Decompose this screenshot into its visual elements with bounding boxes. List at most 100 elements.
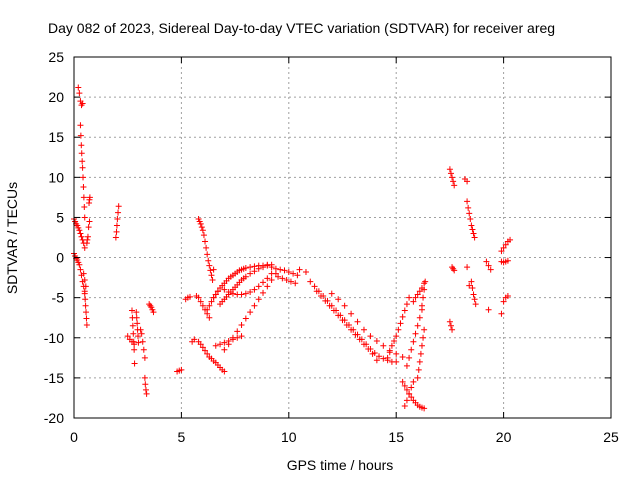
data-point — [212, 342, 219, 349]
data-point — [500, 244, 507, 251]
x-tick-label: 0 — [70, 429, 78, 445]
series-t5_c — [189, 336, 198, 345]
data-point — [247, 270, 254, 277]
data-point — [81, 204, 88, 211]
data-point — [255, 296, 262, 303]
data-point — [384, 354, 391, 361]
data-point — [471, 234, 478, 241]
y-axis-ticks: -20 -15 -10 -5 0 5 10 15 20 25 — [44, 49, 611, 426]
data-point — [86, 218, 93, 225]
data-point — [464, 178, 471, 185]
data-point — [197, 298, 204, 305]
data-point — [115, 209, 122, 216]
series-t18_b — [446, 318, 456, 333]
data-point — [418, 342, 425, 349]
data-point — [203, 244, 210, 251]
data-point — [343, 321, 350, 328]
data-point — [285, 268, 292, 275]
series-t0_c — [75, 84, 86, 109]
data-point — [401, 402, 408, 409]
data-point — [466, 210, 473, 217]
data-point — [279, 275, 286, 282]
series-t11_a — [307, 278, 400, 365]
data-point — [140, 346, 147, 353]
data-point — [313, 288, 320, 295]
data-point — [352, 331, 359, 338]
data-point — [195, 294, 202, 301]
data-point — [205, 257, 212, 264]
data-point — [421, 326, 428, 333]
data-point — [410, 378, 417, 385]
data-point — [287, 278, 294, 285]
y-tick-label: 5 — [56, 209, 64, 225]
data-point — [311, 283, 318, 290]
data-point — [465, 204, 472, 211]
data-point — [464, 198, 471, 205]
data-point — [485, 306, 492, 313]
data-point — [420, 334, 427, 341]
data-point — [229, 334, 236, 341]
series-t9_b — [275, 273, 299, 287]
data-point — [143, 390, 150, 397]
data-point — [415, 366, 422, 373]
data-point — [410, 338, 417, 345]
data-point — [408, 384, 415, 391]
data-point — [373, 357, 380, 364]
data-point — [470, 230, 477, 237]
data-point — [421, 405, 428, 412]
data-point — [135, 339, 142, 346]
data-point — [242, 264, 249, 271]
series-t20_c — [500, 293, 511, 305]
data-point — [81, 244, 88, 251]
data-point — [447, 322, 454, 329]
x-tick-label: 5 — [178, 429, 186, 445]
data-point — [234, 328, 241, 335]
series-t19_a — [483, 258, 494, 273]
data-point — [79, 158, 86, 165]
data-point — [78, 142, 85, 149]
data-point — [83, 309, 90, 316]
data-point — [186, 293, 193, 300]
data-point — [498, 248, 505, 255]
data-point — [76, 90, 83, 97]
data-point — [504, 257, 511, 264]
x-tick-label: 10 — [281, 429, 297, 445]
data-point — [202, 347, 209, 354]
data-point — [141, 354, 148, 361]
data-point — [369, 350, 376, 357]
data-point — [86, 194, 93, 201]
series-t18_e — [464, 198, 478, 241]
data-point — [130, 330, 137, 337]
data-point — [410, 298, 417, 305]
data-point — [202, 238, 209, 245]
data-point — [242, 273, 249, 280]
series-t18_c — [449, 264, 458, 274]
data-point — [373, 337, 380, 344]
data-point — [260, 279, 267, 286]
data-point — [339, 317, 346, 324]
y-tick-label: 20 — [48, 89, 64, 105]
data-point — [504, 293, 511, 300]
data-point — [115, 203, 122, 210]
data-points — [71, 84, 514, 412]
data-point — [401, 382, 408, 389]
data-point — [483, 258, 490, 265]
data-point — [487, 266, 494, 273]
data-point — [348, 326, 355, 333]
data-point — [367, 333, 374, 340]
y-tick-label: 15 — [48, 129, 64, 145]
series-t0_d — [77, 122, 88, 221]
data-point — [212, 291, 219, 298]
data-point — [277, 266, 284, 273]
data-point — [84, 236, 91, 243]
data-point — [197, 220, 204, 227]
data-point — [446, 318, 453, 325]
data-point — [472, 301, 479, 308]
y-tick-label: -5 — [52, 290, 65, 306]
data-point — [416, 288, 423, 295]
series-t12_a — [328, 290, 406, 361]
data-point — [348, 310, 355, 317]
series-t0_e — [81, 290, 90, 328]
data-point — [221, 368, 228, 375]
data-point — [418, 302, 425, 309]
